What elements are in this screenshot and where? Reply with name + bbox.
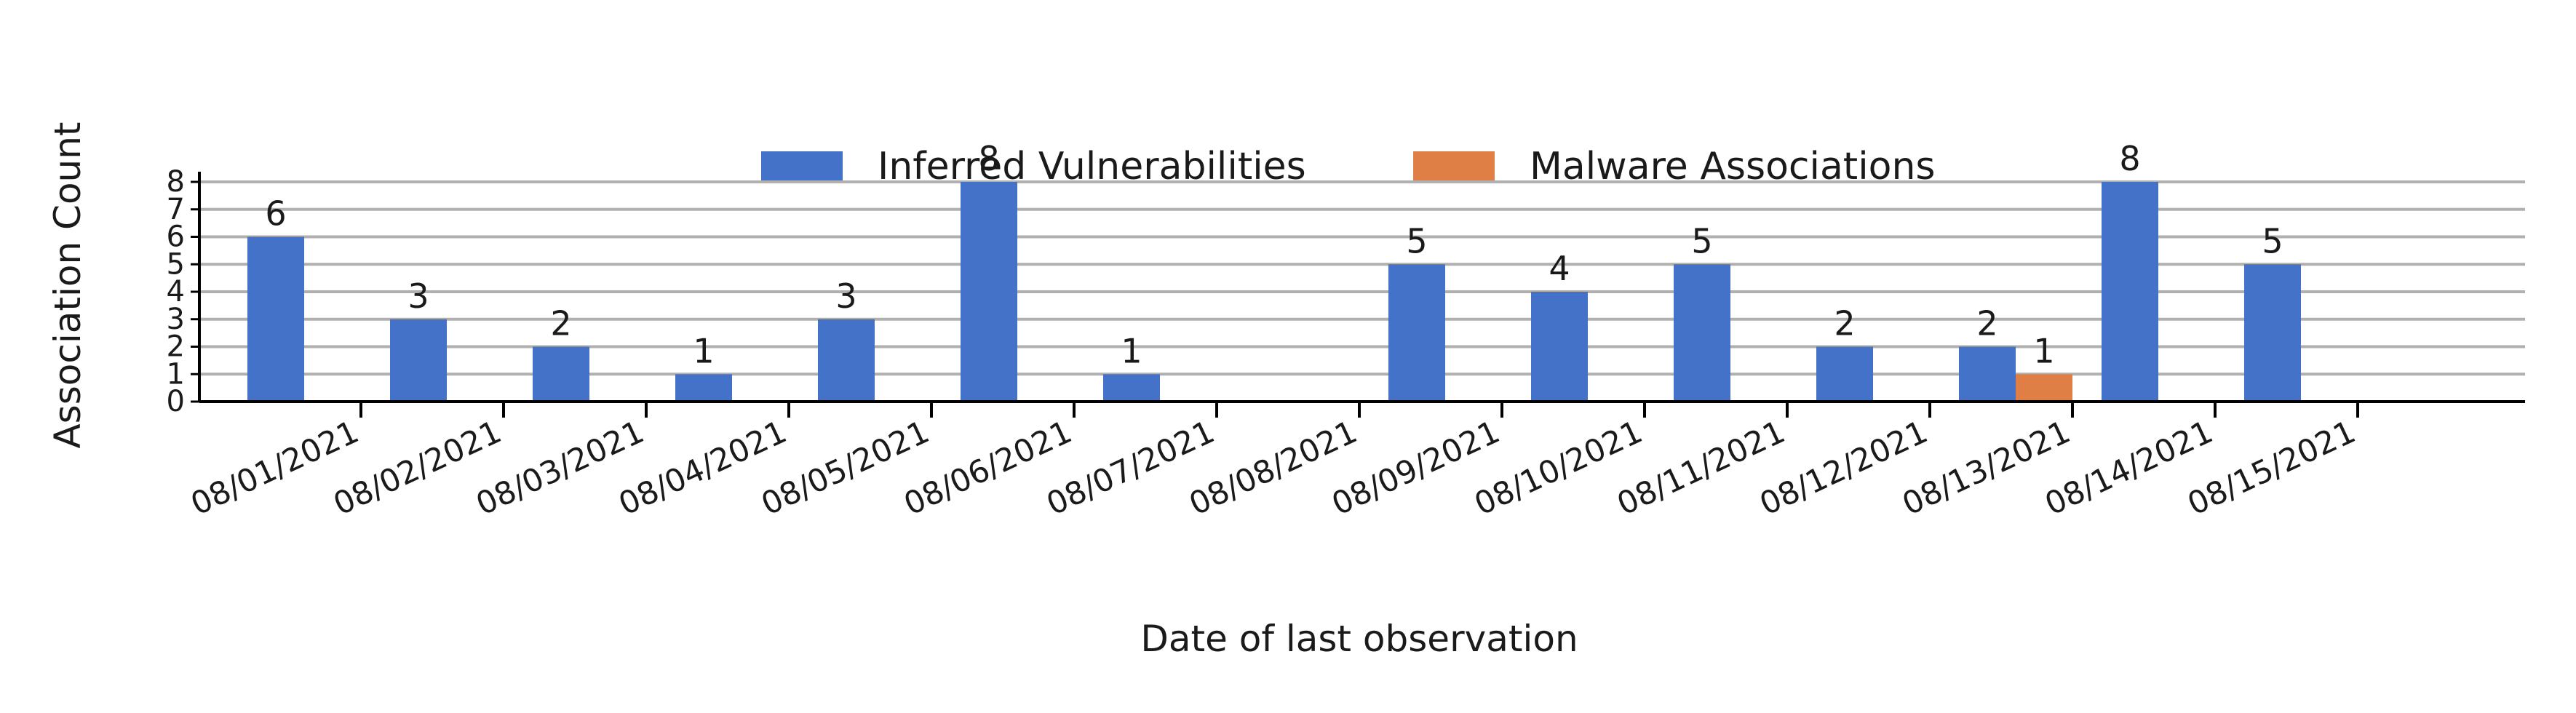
data-label: 3 (835, 276, 856, 316)
bar (818, 319, 875, 402)
y-tick-label: 6 (167, 220, 185, 254)
y-tick-label: 8 (167, 165, 185, 199)
legend-item: Malware Associations (1413, 145, 1936, 188)
bar (1674, 264, 1730, 402)
y-tick-label: 0 (167, 385, 185, 418)
bar (1531, 292, 1588, 402)
data-label: 1 (693, 331, 714, 370)
data-label: 4 (1549, 249, 1570, 288)
x-axis-label: Date of last observation (1140, 618, 1578, 660)
bar (533, 346, 589, 402)
bar (1816, 346, 1873, 402)
y-tick-label: 7 (167, 193, 185, 226)
grid-lines (199, 180, 2525, 376)
bar (961, 182, 1017, 402)
data-label: 2 (550, 304, 571, 343)
bar (2102, 182, 2158, 402)
bar (1959, 346, 2016, 402)
bar (675, 374, 732, 402)
y-tick-label: 4 (167, 275, 185, 308)
y-tick-label: 1 (167, 357, 185, 391)
bar (1103, 374, 1160, 402)
legend-swatch (761, 151, 843, 180)
data-label: 2 (1976, 304, 1997, 343)
bar (2244, 264, 2301, 402)
bar (1388, 264, 1445, 402)
legend: Inferred Vulnerabilities Malware Associat… (761, 145, 1936, 188)
y-axis-label: Association Count (47, 122, 89, 448)
data-label: 1 (1121, 331, 1142, 370)
y-tick-label: 3 (167, 303, 185, 336)
data-label: 8 (978, 139, 999, 178)
bar (247, 236, 304, 402)
data-label: 6 (265, 194, 286, 234)
data-label: 5 (1406, 221, 1427, 260)
bar (390, 319, 447, 402)
y-tick-label: 2 (167, 330, 185, 364)
data-label: 2 (1834, 304, 1855, 343)
data-label: 5 (1691, 221, 1712, 260)
legend-item: Inferred Vulnerabilities (761, 145, 1306, 188)
x-axis-ticks: 08/01/202108/02/202108/03/202108/04/2021… (186, 402, 2361, 523)
legend-label: Inferred Vulnerabilities (878, 145, 1306, 188)
y-tick-label: 5 (167, 247, 185, 281)
data-label: 8 (2119, 139, 2140, 178)
data-label: 3 (408, 276, 429, 316)
data-label: 1 (2033, 331, 2054, 370)
bar (2016, 374, 2072, 402)
bars (247, 182, 2301, 402)
legend-swatch (1413, 151, 1495, 180)
legend-label: Malware Associations (1530, 145, 1936, 188)
data-label: 5 (2262, 221, 2283, 260)
